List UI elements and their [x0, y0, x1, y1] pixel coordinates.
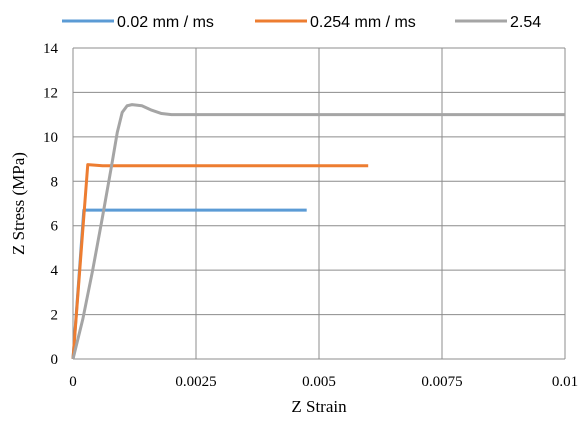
y-tick-label: 8 — [51, 174, 59, 190]
x-tick-label: 0.0075 — [421, 374, 462, 390]
x-axis-title: Z Strain — [291, 397, 347, 416]
legend-label-3: 2.54 — [510, 14, 541, 31]
y-tick-label: 6 — [51, 219, 59, 235]
series-line-1 — [71, 208, 307, 360]
legend: 0.02 mm / ms 0.254 mm / ms 2.54 — [62, 14, 541, 31]
x-tick-label: 0 — [69, 374, 77, 390]
y-axis-title: Z Stress (MPa) — [9, 152, 28, 255]
series-lines — [71, 103, 565, 360]
series-line-3 — [71, 103, 565, 360]
y-tick-label: 12 — [43, 85, 58, 101]
y-tick-label: 14 — [43, 41, 59, 57]
gridlines — [73, 47, 566, 359]
y-tick-label: 2 — [51, 308, 59, 324]
x-tick-label: 0.0025 — [175, 374, 216, 390]
x-tick-label: 0.005 — [302, 374, 336, 390]
tick-labels: 0 2 4 6 8 10 12 14 0 0.0025 0.005 0.0075 0.01 — [43, 41, 578, 390]
legend-label-2: 0.254 mm / ms — [310, 14, 416, 31]
legend-label-1: 0.02 mm / ms — [117, 14, 214, 31]
y-tick-label: 10 — [43, 130, 58, 146]
series-line-2 — [71, 163, 369, 360]
y-tick-label: 0 — [51, 352, 59, 368]
axes — [72, 48, 565, 360]
y-tick-label: 4 — [51, 263, 59, 279]
x-tick-label: 0.01 — [552, 374, 578, 390]
